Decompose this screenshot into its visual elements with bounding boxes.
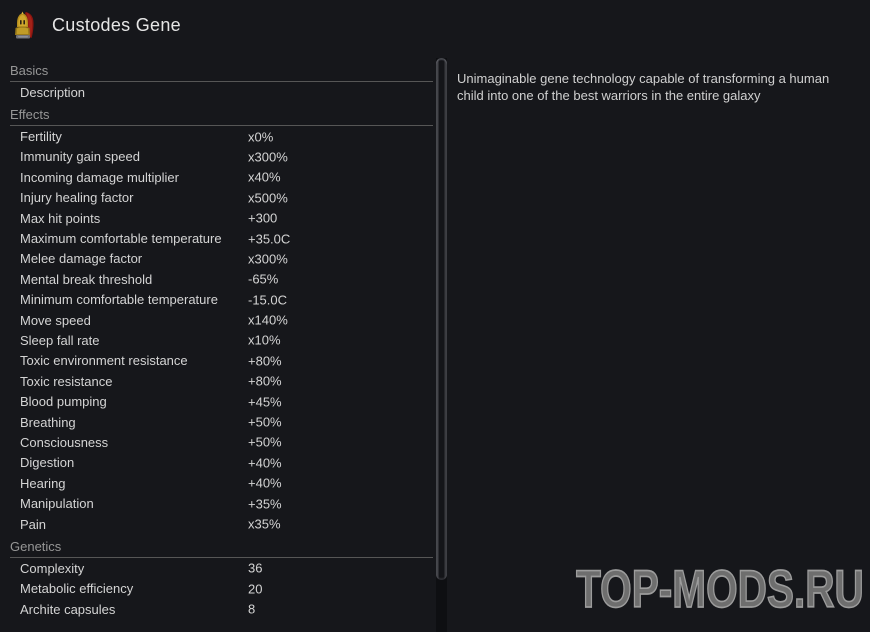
section-header: Genetics <box>10 539 62 555</box>
stat-row[interactable]: Incoming damage multiplier x40% <box>0 167 433 187</box>
stat-row-label: Immunity gain speed <box>20 149 140 165</box>
stat-row-label: Toxic environment resistance <box>20 353 188 369</box>
section-divider <box>10 125 433 127</box>
stat-row[interactable]: Pain x35% <box>0 514 433 534</box>
stat-row-label: Melee damage factor <box>20 251 143 267</box>
stat-row-label: Archite capsules <box>20 601 116 617</box>
stat-row-value: x300% <box>248 251 288 267</box>
stat-row[interactable]: Toxic resistance +80% <box>0 371 433 391</box>
section-header: Effects <box>10 107 50 123</box>
section-header: Basics <box>10 63 49 78</box>
stat-row[interactable]: Minimum comfortable temperature -15.0C <box>0 290 433 310</box>
stat-row-label: Minimum comfortable temperature <box>20 292 218 308</box>
stat-row-label: Incoming damage multiplier <box>20 169 179 185</box>
stat-row-label: Breathing <box>20 414 76 430</box>
stat-row-label: Injury healing factor <box>20 190 134 206</box>
stat-row-label: Mental break threshold <box>20 271 153 287</box>
stat-row[interactable]: Maximum comfortable temperature +35.0C <box>0 228 433 248</box>
stat-row[interactable]: Melee damage factor x300% <box>0 249 433 269</box>
stat-row-value: x500% <box>248 190 288 206</box>
stat-row-label: Consciousness <box>20 434 109 450</box>
stats-panel: Basics Description Effects Fertility x0% Immu… <box>0 58 433 619</box>
stat-row-value: +35.0C <box>248 231 291 247</box>
scrollbar-thumb[interactable] <box>436 58 447 580</box>
stat-row-value: +45% <box>248 394 282 410</box>
stat-row-label: Move speed <box>20 312 91 328</box>
stat-row-label: Fertility <box>20 129 62 145</box>
stat-row[interactable]: Hearing +40% <box>0 473 433 493</box>
stat-row-label: Max hit points <box>20 210 101 226</box>
stat-row-value: +35% <box>248 496 282 512</box>
stat-row[interactable]: Manipulation +35% <box>0 493 433 513</box>
section-divider <box>10 81 433 82</box>
stat-row-value: 20 <box>248 581 263 597</box>
stat-row-value: +40% <box>248 455 282 471</box>
stat-row-value: 8 <box>248 601 256 617</box>
stat-row[interactable]: Sleep fall rate x10% <box>0 330 433 350</box>
stat-row[interactable]: Metabolic efficiency 20 <box>0 579 433 599</box>
stat-row[interactable]: Breathing +50% <box>0 412 433 432</box>
stat-row[interactable]: Description <box>0 82 433 102</box>
stat-row-label: Manipulation <box>20 496 94 512</box>
stat-row-value: +80% <box>248 353 282 369</box>
stat-row[interactable]: Complexity 36 <box>0 558 433 578</box>
stat-row-label: Digestion <box>20 455 75 471</box>
stat-row-value: x300% <box>248 149 288 165</box>
stat-row[interactable]: Max hit points +300 <box>0 208 433 228</box>
stat-row-label: Blood pumping <box>20 394 107 410</box>
watermark-text: TOP-MODS.RU <box>576 559 865 620</box>
stat-row-label: Toxic resistance <box>20 373 113 389</box>
stat-row-value: +50% <box>248 434 282 450</box>
stat-row-value: -65% <box>248 271 279 287</box>
stat-row-label: Pain <box>20 516 47 532</box>
page-title: Custodes Gene <box>52 14 181 35</box>
stat-row-value: x35% <box>248 516 281 532</box>
section-divider <box>10 557 433 559</box>
stat-row-label: Complexity <box>20 560 85 576</box>
stat-row[interactable]: Immunity gain speed x300% <box>0 147 433 167</box>
stat-row[interactable]: Digestion +40% <box>0 453 433 473</box>
stat-row-value: +50% <box>248 414 282 430</box>
stat-row[interactable]: Archite capsules 8 <box>0 599 433 619</box>
stat-row[interactable]: Fertility x0% <box>0 126 433 146</box>
stat-row[interactable]: Move speed x140% <box>0 310 433 330</box>
stat-row-value: +40% <box>248 475 282 491</box>
title-bar: Custodes Gene <box>0 0 870 50</box>
stat-row-label: Hearing <box>20 475 66 491</box>
stat-row-value: x0% <box>248 129 274 145</box>
gene-description-text: Unimaginable gene technology capable of … <box>457 71 830 103</box>
stat-row-value: -15.0C <box>248 292 288 308</box>
stat-row[interactable]: Blood pumping +45% <box>0 391 433 411</box>
stat-row-value: +80% <box>248 373 282 389</box>
stat-row-value: 36 <box>248 560 263 576</box>
stat-row[interactable]: Toxic environment resistance +80% <box>0 351 433 371</box>
stat-row-label: Maximum comfortable temperature <box>20 231 222 247</box>
stat-row-label: Description <box>20 84 86 100</box>
stat-row[interactable]: Injury healing factor x500% <box>0 188 433 208</box>
stat-row-value: x40% <box>248 169 281 185</box>
custodes-helmet-icon <box>15 11 34 38</box>
stat-row-value: x140% <box>248 312 288 328</box>
stat-row-value: +300 <box>248 210 278 226</box>
stat-row[interactable]: Mental break threshold -65% <box>0 269 433 289</box>
stat-row-label: Metabolic efficiency <box>20 581 134 597</box>
scrollbar-track[interactable] <box>436 58 447 632</box>
stat-row-label: Sleep fall rate <box>20 332 100 348</box>
stat-row[interactable]: Consciousness +50% <box>0 432 433 452</box>
stat-row-value: x10% <box>248 332 281 348</box>
